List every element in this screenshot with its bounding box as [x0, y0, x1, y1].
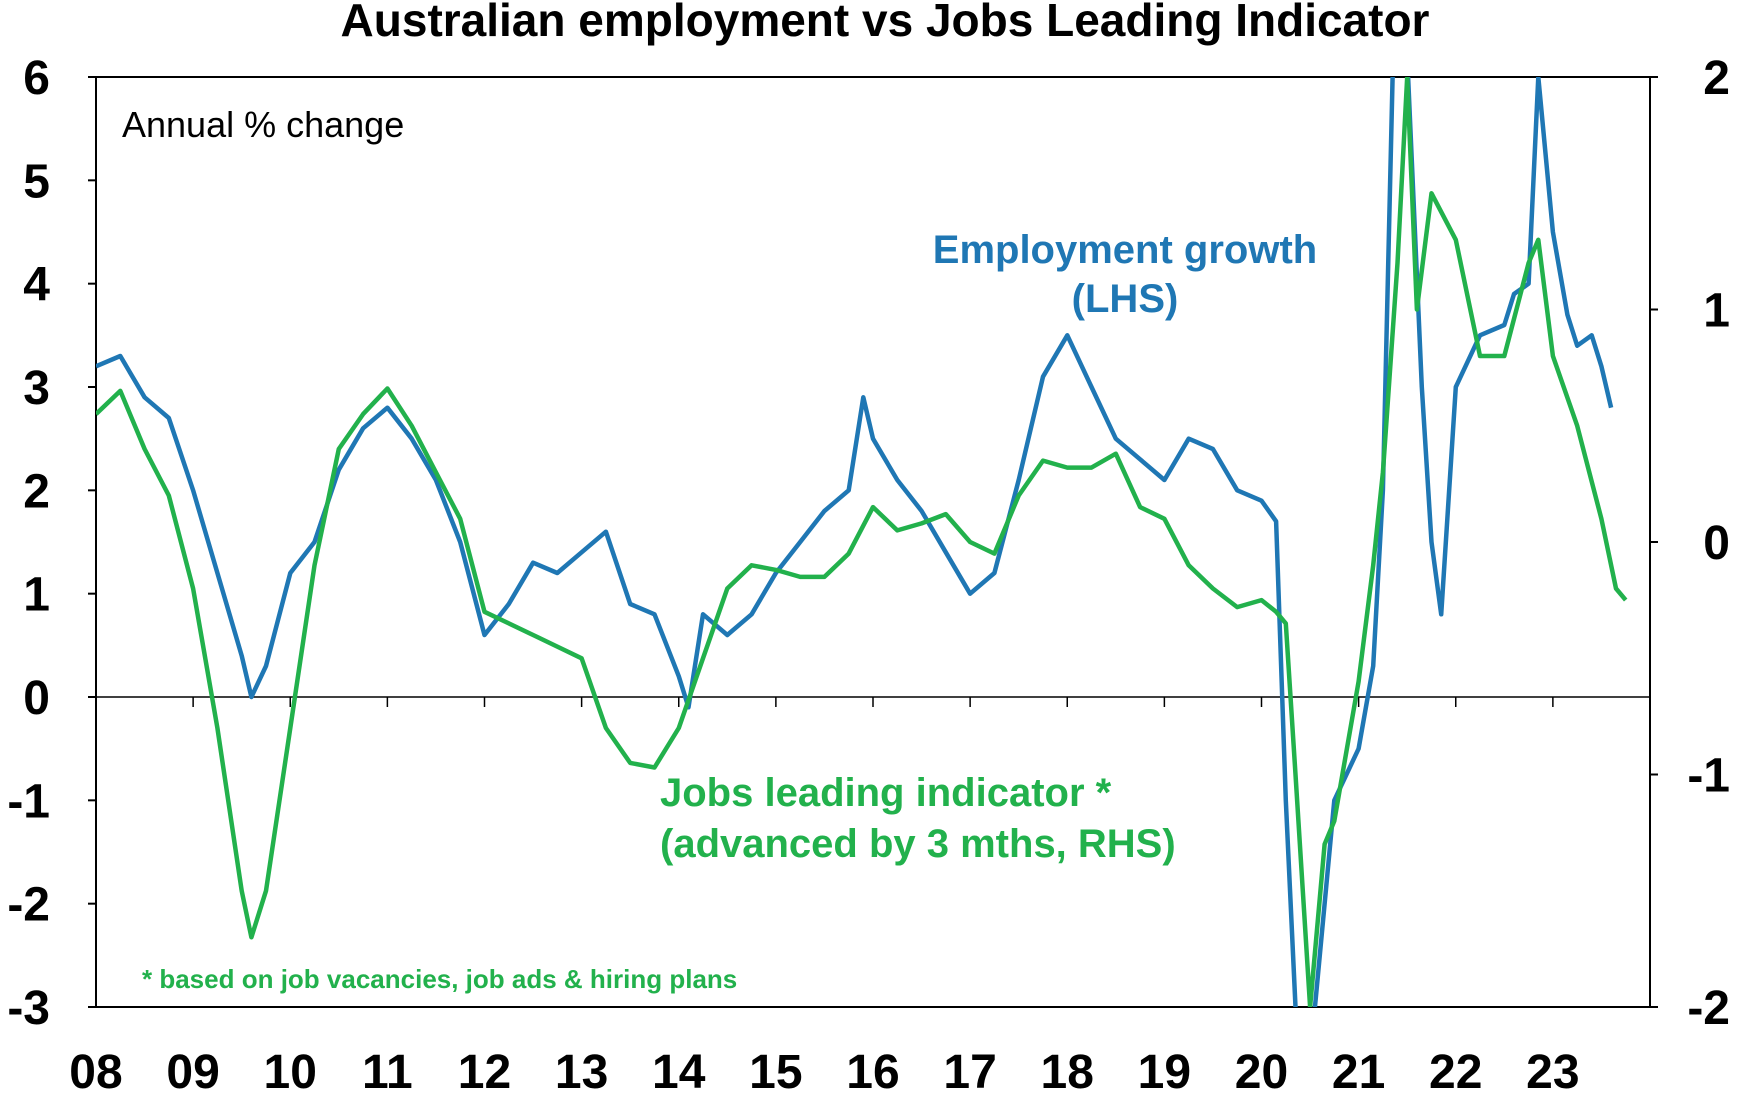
x-axis: 08 09 10 11 12 13 14 15 16 17 18 19 20 21 22 23: [69, 697, 1580, 1095]
jli-series-line: [96, 77, 1628, 1007]
x-tick-label: 22: [1429, 1046, 1482, 1095]
y-axis-right: 2 1 0 -1 -2: [1650, 52, 1730, 1035]
employment-label-line2: (LHS): [1072, 277, 1179, 321]
x-tick-label: 08: [69, 1046, 122, 1095]
series-layer: [96, 77, 1628, 1007]
x-tick-label: 21: [1332, 1046, 1385, 1095]
y-left-tick-label: 3: [23, 362, 50, 415]
jli-label-line1: Jobs leading indicator *: [660, 771, 1112, 815]
y-left-tick-label: -2: [7, 879, 50, 932]
x-tick-label: 18: [1041, 1046, 1094, 1095]
y-left-tick-label: -3: [7, 982, 50, 1035]
x-tick-label: 09: [166, 1046, 219, 1095]
plot-area: [95, 76, 1651, 1008]
x-tick-label: 15: [749, 1046, 802, 1095]
y-left-tick-label: 5: [23, 155, 50, 208]
y-right-tick-label: 0: [1703, 517, 1730, 570]
y-left-tick-label: 0: [23, 672, 50, 725]
y-right-tick-label: -1: [1687, 750, 1730, 803]
chart-title: Australian employment vs Jobs Leading In…: [341, 0, 1430, 46]
x-tick-label: 10: [264, 1046, 317, 1095]
footnote: * based on job vacancies, job ads & hiri…: [142, 964, 737, 994]
y-left-tick-label: 6: [23, 52, 50, 105]
x-tick-label: 14: [652, 1046, 706, 1095]
chart-subtitle: Annual % change: [122, 104, 404, 145]
y-right-tick-label: 2: [1703, 52, 1730, 105]
y-left-tick-label: 1: [23, 569, 50, 622]
x-tick-label: 23: [1526, 1046, 1579, 1095]
jli-label-line2: (advanced by 3 mths, RHS): [660, 822, 1176, 866]
y-right-tick-label: 1: [1703, 285, 1730, 338]
x-tick-label: 19: [1138, 1046, 1191, 1095]
employment-series-line: [96, 77, 1614, 1007]
y-left-tick-label: 4: [23, 259, 50, 312]
y-left-tick-label: -1: [7, 775, 50, 828]
y-left-tick-label: 2: [23, 465, 50, 518]
x-tick-label: 13: [555, 1046, 608, 1095]
x-tick-label: 11: [362, 1046, 413, 1095]
x-tick-label: 20: [1235, 1046, 1288, 1095]
x-tick-label: 17: [943, 1046, 996, 1095]
y-right-tick-label: -2: [1687, 982, 1730, 1035]
y-axis-left: 6 5 4 3 2 1 0 -1 -2 -3: [7, 52, 96, 1035]
x-tick-label: 12: [458, 1046, 511, 1095]
employment-label-line1: Employment growth: [933, 228, 1317, 272]
x-tick-label: 16: [846, 1046, 899, 1095]
